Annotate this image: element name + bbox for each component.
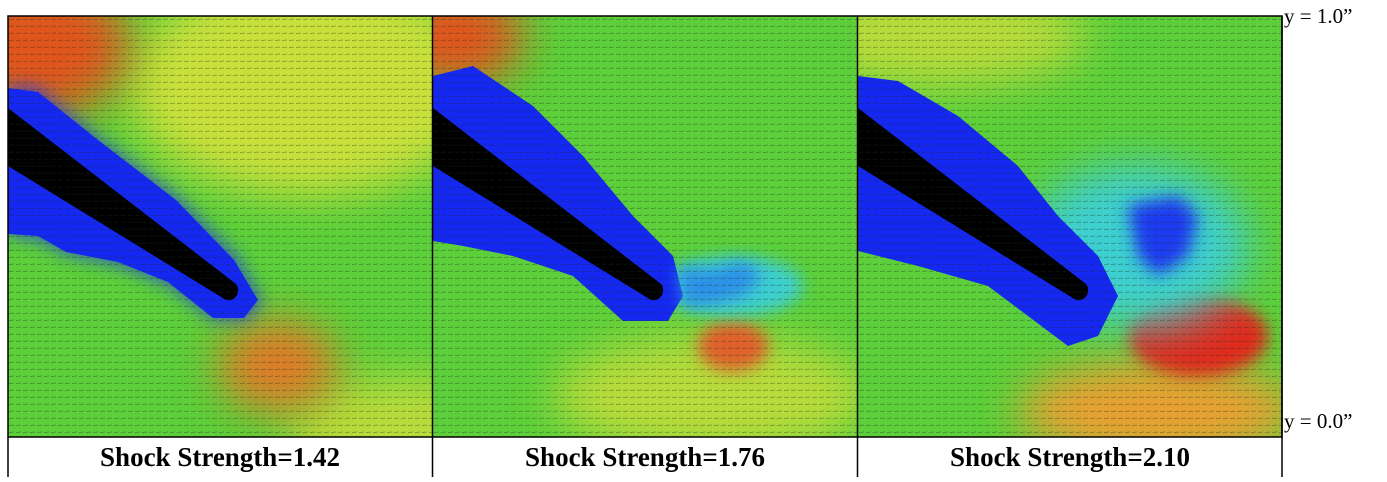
flow-panel [383,0,873,456]
panel-caption: Shock Strength=1.76 [525,442,765,472]
panel-caption: Shock Strength=1.42 [100,442,340,472]
y-label-bottom: y = 0.0” [1284,409,1352,433]
flow-panel [788,0,1298,461]
figure: Shock Strength=1.42 Shock Strength=1.76 … [0,0,1387,477]
page: {"panels": [ {"caption": "Shock Strength… [0,0,1387,477]
y-label-top: y = 1.0” [1284,4,1352,28]
panel-caption: Shock Strength=2.10 [950,442,1190,472]
